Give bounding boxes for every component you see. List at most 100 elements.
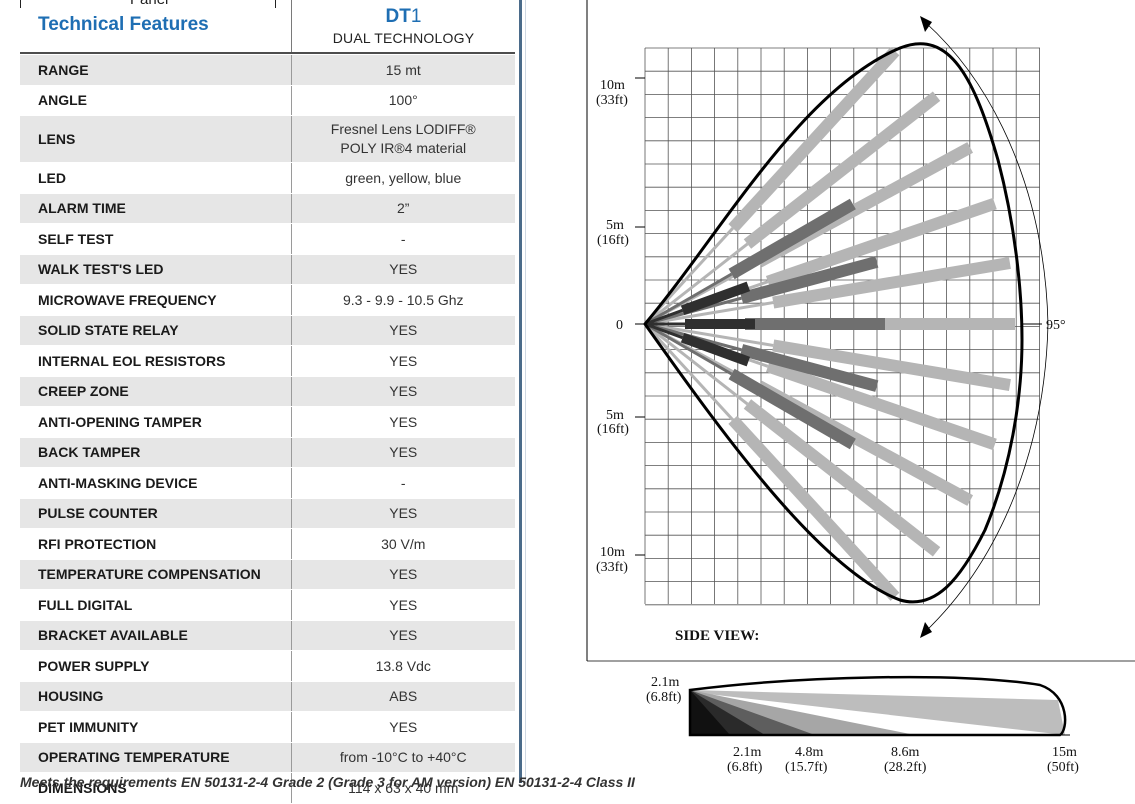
y-label-33ft-bottom: (33ft) <box>596 560 628 575</box>
table-row: TEMPERATURE COMPENSATION YES <box>20 559 515 590</box>
clipped-header-text: Panel <box>130 0 168 8</box>
table-row: LED green, yellow, blue <box>20 162 515 194</box>
spec-label: OPERATING TEMPERATURE <box>20 742 292 773</box>
angle-arrow-top <box>920 16 932 32</box>
detection-beam <box>728 47 900 233</box>
y-label-16ft-bottom: (16ft) <box>597 422 629 437</box>
table-row: POWER SUPPLY 13.8 Vdc <box>20 650 515 682</box>
beam-stem <box>644 301 774 326</box>
detection-beam <box>765 360 997 451</box>
spec-label: POWER SUPPLY <box>20 650 292 682</box>
spec-value: 15 mt <box>291 55 515 86</box>
side-height-m: 2.1m <box>651 675 680 690</box>
table-row: MICROWAVE FREQUENCY 9.3 - 9.9 - 10.5 Ghz <box>20 284 515 316</box>
spec-label: SOLID STATE RELAY <box>20 315 292 346</box>
spec-value: from -10°C to +40°C <box>291 742 515 773</box>
spec-label: PET IMMUNITY <box>20 711 292 743</box>
y-label-33ft-top: (33ft) <box>596 93 628 108</box>
table-row: ANGLE 100° <box>20 85 515 116</box>
detection-beam <box>743 91 941 249</box>
table-row: HOUSING ABS <box>20 681 515 712</box>
spec-label: ANTI-OPENING TAMPER <box>20 406 292 438</box>
side-dist-3-m: 8.6m <box>891 745 920 760</box>
spec-label: RFI PROTECTION <box>20 528 292 560</box>
side-view-title: SIDE VIEW: <box>675 628 759 644</box>
spec-value: YES <box>291 498 515 529</box>
table-row: RFI PROTECTION 30 V/m <box>20 528 515 560</box>
side-dist-2-ft: (15.7ft) <box>785 760 828 775</box>
spec-label: TEMPERATURE COMPENSATION <box>20 559 292 590</box>
model-name: DT1 <box>292 6 515 28</box>
side-dist-3-ft: (28.2ft) <box>884 760 927 775</box>
detection-beam <box>743 399 941 557</box>
table-row: LENS Fresnel Lens LODIFF® POLY IR®4 materi… <box>20 115 515 163</box>
model-number: 1 <box>410 6 422 27</box>
header-divider <box>291 0 292 53</box>
spec-label: WALK TEST'S LED <box>20 254 292 285</box>
side-dist-2-m: 4.8m <box>795 745 824 760</box>
beam-stem <box>643 322 734 421</box>
table-row: CREEP ZONE YES <box>20 376 515 407</box>
beam-stem <box>644 322 684 340</box>
beam-stem <box>644 322 774 347</box>
spec-label: PULSE COUNTER <box>20 498 292 529</box>
spec-label: LED <box>20 162 292 194</box>
table-row: PET IMMUNITY YES <box>20 711 515 743</box>
spec-label: CREEP ZONE <box>20 376 292 407</box>
spec-value: YES <box>291 345 515 377</box>
table-row: FULL DIGITAL YES <box>20 589 515 621</box>
spec-value: 9.3 - 9.9 - 10.5 Ghz <box>291 284 515 316</box>
beam-stem <box>644 272 733 326</box>
spec-label: BACK TAMPER <box>20 437 292 468</box>
model-subtitle: DUAL TECHNOLOGY <box>332 30 475 46</box>
detection-beam <box>772 257 1011 309</box>
beam-stem <box>644 308 684 326</box>
coverage-outline <box>643 42 1024 604</box>
detection-beam <box>728 198 856 280</box>
angle-arrow-bottom <box>920 622 932 638</box>
beam-stem <box>644 322 733 376</box>
detection-beam <box>680 281 751 316</box>
table-row: RANGE 15 mt <box>20 55 515 86</box>
header-underline <box>20 52 515 54</box>
y-label-5m-bottom: 5m <box>606 408 624 423</box>
spec-value: 100° <box>291 85 515 116</box>
detection-beam <box>728 415 900 601</box>
table-row: SOLID STATE RELAY YES <box>20 315 515 346</box>
side-dist-1-m: 2.1m <box>733 745 762 760</box>
side-dist-1-ft: (6.8ft) <box>727 760 763 775</box>
side-dist-4-ft: (50ft) <box>1047 760 1079 775</box>
side-height-ft: (6.8ft) <box>646 690 682 705</box>
detection-beam <box>765 197 997 288</box>
table-row: ANTI-MASKING DEVICE - <box>20 467 515 499</box>
spec-value: 2” <box>291 193 515 224</box>
table-row: WALK TEST'S LED YES <box>20 254 515 285</box>
y-label-10m-top: 10m <box>600 78 625 93</box>
table-header: Technical Features DT1 DUAL TECHNOLOGY <box>20 0 515 54</box>
table-row: OPERATING TEMPERATURE from -10°C to +40°C <box>20 742 515 773</box>
detection-beam <box>740 344 879 392</box>
detection-beams <box>643 47 1015 601</box>
detection-beam <box>728 368 856 450</box>
spec-value: YES <box>291 315 515 346</box>
detection-beam <box>680 332 751 367</box>
y-label-16ft-top: (16ft) <box>597 233 629 248</box>
spec-label: RANGE <box>20 55 292 86</box>
spec-value: YES <box>291 589 515 621</box>
spec-value: YES <box>291 559 515 590</box>
spec-label: ANTI-MASKING DEVICE <box>20 467 292 499</box>
beam-stem <box>644 322 749 406</box>
model-letters: DT <box>385 6 411 27</box>
side-dist-4-m: 15m <box>1052 745 1077 760</box>
column-divider-shadow <box>525 0 526 783</box>
spec-value: - <box>291 223 515 255</box>
spec-label: ANGLE <box>20 85 292 116</box>
angle-label: 95° <box>1046 318 1066 333</box>
table-title: Technical Features <box>38 14 209 35</box>
side-view-outline <box>688 675 1067 737</box>
spec-value: YES <box>291 376 515 407</box>
y-label-10m-bottom: 10m <box>600 545 625 560</box>
detection-beam <box>740 256 879 304</box>
spec-label: INTERNAL EOL RESISTORS <box>20 345 292 377</box>
spec-value: Fresnel Lens LODIFF® POLY IR®4 material <box>291 115 515 163</box>
